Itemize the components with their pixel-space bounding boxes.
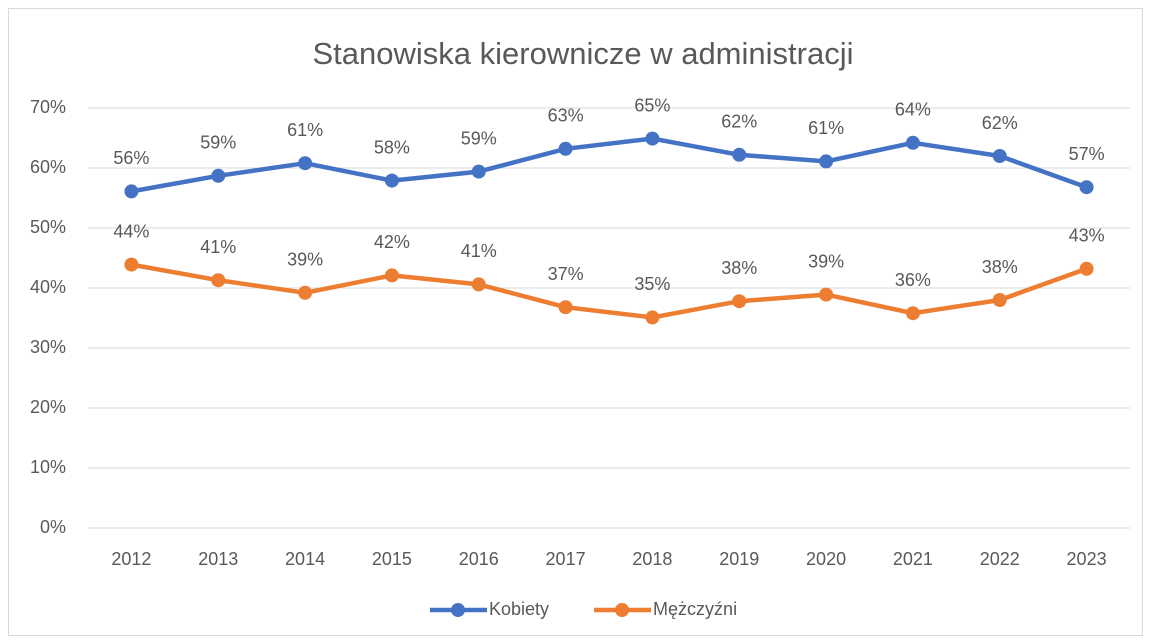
data-label: 39% xyxy=(808,251,844,271)
series-line xyxy=(131,262,1088,320)
data-label: 57% xyxy=(1069,144,1105,164)
y-tick-label: 0% xyxy=(40,517,66,537)
point xyxy=(732,147,747,162)
point xyxy=(645,310,660,325)
data-label: 62% xyxy=(982,113,1018,133)
y-tick-label: 50% xyxy=(30,217,66,237)
data-label: 63% xyxy=(548,106,584,126)
point xyxy=(211,168,226,183)
data-label: 35% xyxy=(634,274,670,294)
point xyxy=(124,257,139,272)
point xyxy=(471,277,486,292)
x-tick-label: 2018 xyxy=(632,549,672,569)
x-tick-label: 2015 xyxy=(372,549,412,569)
data-label: 56% xyxy=(113,148,149,168)
point xyxy=(558,300,573,315)
point xyxy=(1079,261,1094,276)
point xyxy=(732,294,747,309)
y-tick-label: 40% xyxy=(30,277,66,297)
y-tick-label: 70% xyxy=(30,97,66,117)
x-tick-label: 2016 xyxy=(459,549,499,569)
series-line xyxy=(131,136,1088,194)
point xyxy=(558,141,573,156)
data-label: 43% xyxy=(1069,226,1105,246)
data-label: 44% xyxy=(113,221,149,241)
chart-border xyxy=(8,8,1143,636)
x-tick-label: 2022 xyxy=(980,549,1020,569)
point xyxy=(384,268,399,283)
y-tick-label: 30% xyxy=(30,337,66,357)
data-label: 61% xyxy=(808,118,844,138)
data-label: 37% xyxy=(548,264,584,284)
data-label: 41% xyxy=(461,241,497,261)
y-tick-label: 10% xyxy=(30,457,66,477)
legend-marker xyxy=(615,603,630,617)
x-tick-label: 2019 xyxy=(719,549,759,569)
point xyxy=(298,156,313,171)
point xyxy=(384,173,399,188)
data-label: 59% xyxy=(200,133,236,153)
data-label: 42% xyxy=(374,232,410,252)
x-tick-label: 2017 xyxy=(546,549,586,569)
y-tick-label: 60% xyxy=(30,157,66,177)
point xyxy=(819,154,834,169)
legend-label: Mężczyźni xyxy=(653,599,737,619)
legend-label: Kobiety xyxy=(489,599,549,619)
point xyxy=(471,164,486,179)
point xyxy=(819,287,834,302)
data-label: 41% xyxy=(200,237,236,257)
data-label: 65% xyxy=(634,95,670,115)
point xyxy=(905,306,920,321)
x-tick-label: 2013 xyxy=(198,549,238,569)
data-label: 64% xyxy=(895,100,931,120)
point xyxy=(124,184,139,199)
point xyxy=(645,131,660,146)
data-label: 61% xyxy=(287,120,323,140)
point xyxy=(211,273,226,288)
data-label: 36% xyxy=(895,270,931,290)
point xyxy=(1079,180,1094,195)
data-label: 38% xyxy=(982,257,1018,277)
x-tick-label: 2014 xyxy=(285,549,325,569)
chart-title: Stanowiska kierownicze w administracji xyxy=(313,36,854,71)
data-label: 62% xyxy=(721,112,757,132)
point xyxy=(298,285,313,300)
x-tick-label: 2020 xyxy=(806,549,846,569)
legend-marker xyxy=(451,603,465,617)
point xyxy=(992,149,1007,163)
point xyxy=(992,293,1007,307)
x-tick-label: 2023 xyxy=(1067,549,1107,569)
x-tick-label: 2012 xyxy=(111,549,151,569)
point xyxy=(905,135,920,150)
x-tick-label: 2021 xyxy=(893,549,933,569)
data-label: 58% xyxy=(374,137,410,157)
data-label: 59% xyxy=(461,128,497,148)
data-label: 39% xyxy=(287,250,323,270)
y-tick-label: 20% xyxy=(30,397,66,417)
data-label: 38% xyxy=(721,258,757,278)
